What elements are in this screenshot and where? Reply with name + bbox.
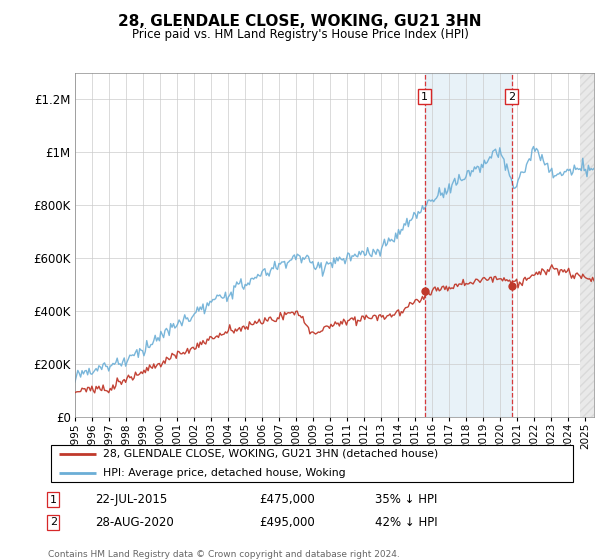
Text: Price paid vs. HM Land Registry's House Price Index (HPI): Price paid vs. HM Land Registry's House … (131, 28, 469, 41)
Text: 2: 2 (50, 517, 57, 527)
Text: 28, GLENDALE CLOSE, WOKING, GU21 3HN: 28, GLENDALE CLOSE, WOKING, GU21 3HN (118, 14, 482, 29)
Text: 42% ↓ HPI: 42% ↓ HPI (376, 516, 438, 529)
Bar (580, 73, 594, 417)
Text: £495,000: £495,000 (259, 516, 315, 529)
Text: HPI: Average price, detached house, Woking: HPI: Average price, detached house, Woki… (103, 468, 346, 478)
Text: £475,000: £475,000 (259, 493, 315, 506)
Bar (425, 73, 512, 417)
Text: 28, GLENDALE CLOSE, WOKING, GU21 3HN (detached house): 28, GLENDALE CLOSE, WOKING, GU21 3HN (de… (103, 449, 439, 459)
Text: 1: 1 (50, 495, 57, 505)
Text: 28-AUG-2020: 28-AUG-2020 (95, 516, 174, 529)
Bar (580, 73, 594, 417)
Text: 35% ↓ HPI: 35% ↓ HPI (376, 493, 438, 506)
Text: 1: 1 (421, 92, 428, 102)
Text: Contains HM Land Registry data © Crown copyright and database right 2024.
This d: Contains HM Land Registry data © Crown c… (48, 550, 400, 560)
FancyBboxPatch shape (50, 445, 574, 482)
Text: 2: 2 (508, 92, 515, 102)
Text: 22-JUL-2015: 22-JUL-2015 (95, 493, 168, 506)
